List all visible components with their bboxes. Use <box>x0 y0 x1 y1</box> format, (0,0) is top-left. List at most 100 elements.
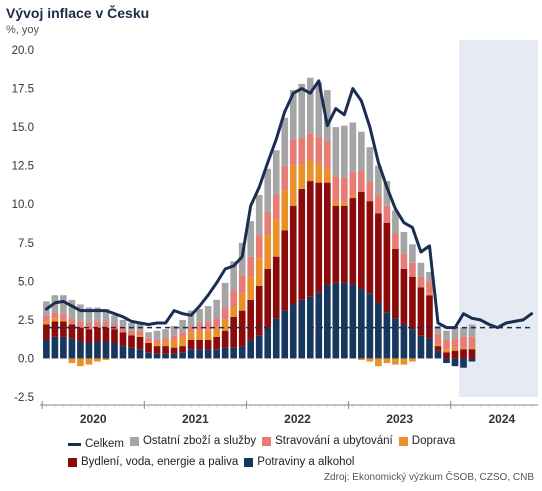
legend-item-celkem: Celkem <box>68 435 124 453</box>
x-tick-label: 2024 <box>488 412 515 426</box>
bar-doprava <box>358 358 365 360</box>
bar-bydleni <box>162 346 169 354</box>
bar-stravovani <box>187 326 195 333</box>
bar-doprava <box>332 201 340 206</box>
bar-stravovani <box>323 140 331 169</box>
bar-doprava <box>85 358 93 365</box>
x-tick-label: 2020 <box>80 412 107 426</box>
bar-doprava <box>204 330 212 340</box>
bar-stravovani <box>136 330 144 336</box>
legend-label: Stravování a ubytování <box>275 435 393 447</box>
bar-potraviny <box>238 346 246 359</box>
bar-ostatni <box>170 326 178 336</box>
bar-potraviny <box>468 358 476 362</box>
bar-bydleni <box>358 191 365 290</box>
bar-bydleni <box>136 336 144 350</box>
bar-doprava <box>341 202 348 206</box>
bar-stravovani <box>77 321 84 328</box>
bar-doprava <box>468 347 476 350</box>
y-tick-label: 17.5 <box>12 84 34 96</box>
bar-doprava <box>213 327 220 337</box>
bar-bydleni <box>68 324 76 339</box>
bar-stravovani <box>392 233 399 249</box>
bar-ostatni <box>68 299 76 319</box>
bar-bydleni <box>468 349 476 359</box>
bar-bydleni <box>187 339 195 350</box>
bar-doprava <box>51 318 59 322</box>
bar-potraviny <box>358 289 365 359</box>
bar-doprava <box>451 347 459 351</box>
bar-bydleni <box>400 268 408 325</box>
bar-potraviny <box>392 318 399 359</box>
bar-ostatni <box>306 77 314 134</box>
bar-ostatni <box>204 306 212 322</box>
bar-ostatni <box>358 131 365 171</box>
bar-potraviny <box>136 349 144 359</box>
bar-ostatni <box>179 319 186 333</box>
chart-title: Vývoj inflace v Česku <box>6 5 150 21</box>
bar-doprava <box>349 194 357 199</box>
bar-doprava <box>383 358 391 364</box>
bar-ostatni <box>255 194 263 236</box>
bar-bydleni <box>43 324 50 340</box>
bar-ostatni <box>111 315 118 325</box>
bar-ostatni <box>434 326 442 334</box>
bar-stravovani <box>179 332 186 337</box>
bar-bydleni <box>213 336 220 350</box>
bar-potraviny <box>383 312 391 359</box>
bar-bydleni <box>341 205 348 283</box>
bar-stravovani <box>128 330 135 336</box>
bar-ostatni <box>145 332 152 339</box>
bar-stravovani <box>281 165 289 191</box>
bar-doprava <box>238 293 246 311</box>
bar-doprava <box>434 344 442 347</box>
bar-potraviny <box>400 324 408 359</box>
bar-doprava <box>43 321 50 325</box>
bar-stravovani <box>68 318 76 325</box>
bar-stravovani <box>417 276 425 288</box>
bar-bydleni <box>255 285 263 336</box>
bar-stravovani <box>400 253 408 269</box>
bar-bydleni <box>289 205 297 305</box>
bar-bydleni <box>434 346 442 351</box>
bar-ostatni <box>400 231 408 254</box>
bar-doprava <box>77 358 84 367</box>
legend-item-doprava: Doprava <box>398 432 455 450</box>
bar-potraviny <box>426 338 433 359</box>
bar-bydleni <box>272 256 280 319</box>
bar-bydleni <box>170 347 178 354</box>
bar-bydleni <box>332 205 340 283</box>
bar-ostatni <box>247 221 255 257</box>
bar-stravovani <box>247 256 255 277</box>
chart-source-note: Zdroj: Ekonomický výzkum ČSOB, CZSO, CNB <box>323 472 534 483</box>
y-tick-label: 5.0 <box>18 276 34 288</box>
bar-potraviny <box>213 349 220 359</box>
bar-stravovani <box>230 290 237 307</box>
legend-swatch <box>262 436 272 446</box>
bar-doprava <box>68 358 76 364</box>
bar-stravovani <box>238 275 246 294</box>
bar-ostatni <box>443 330 450 340</box>
bar-doprava <box>187 332 195 340</box>
bar-bydleni <box>230 316 237 348</box>
bar-potraviny <box>298 299 306 359</box>
bar-ostatni <box>349 122 357 172</box>
y-axis-unit-label: %, yoy <box>6 24 40 36</box>
bar-stravovani <box>196 322 203 331</box>
legend-label: Ostatní zboží a služby <box>142 435 257 447</box>
bar-ostatni <box>460 327 467 337</box>
bar-bydleni <box>145 343 152 353</box>
bar-stravovani <box>204 321 212 331</box>
bar-doprava <box>102 358 110 360</box>
bar-stravovani <box>375 194 382 214</box>
bar-bydleni <box>247 299 255 340</box>
bar-ostatni <box>94 307 101 322</box>
bar-stravovani <box>306 133 314 160</box>
bar-potraviny <box>375 302 382 359</box>
bar-stravovani <box>383 205 391 223</box>
bar-bydleni <box>196 339 203 350</box>
bar-potraviny <box>434 350 442 359</box>
bar-potraviny <box>94 341 101 359</box>
bar-ostatni <box>136 322 144 331</box>
